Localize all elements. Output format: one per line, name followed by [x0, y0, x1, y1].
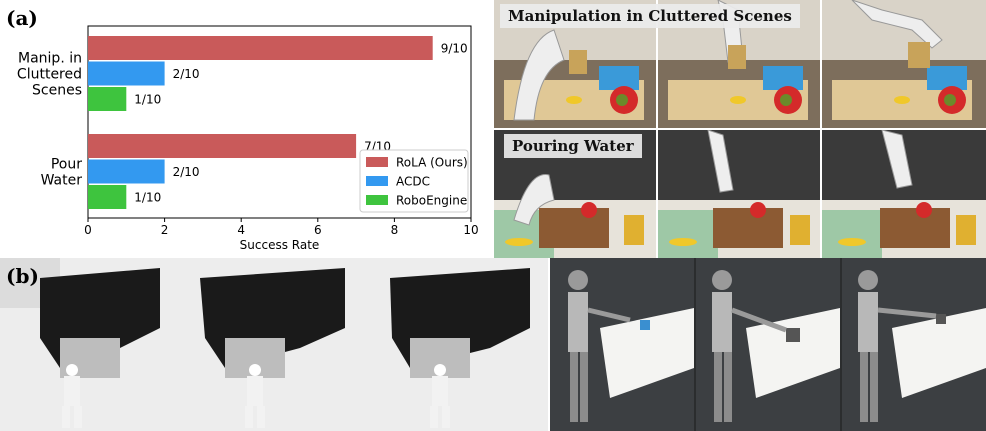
legend-label-0: RoLA (Ours): [396, 156, 468, 170]
photo-pouring-3: [822, 130, 986, 258]
category-label-1-0: Pour: [51, 157, 82, 173]
panel-b-label: (b): [6, 264, 39, 288]
humanoid-photo-3: [842, 258, 986, 431]
pouring-title: Pouring Water: [504, 134, 642, 158]
bar-label-2-1: 1/10: [134, 191, 161, 205]
photo-pouring-2: [658, 130, 820, 258]
sim-render-strip: [0, 258, 548, 431]
bar-2-1: [88, 185, 127, 209]
humanoid-photo-2: [696, 258, 840, 431]
panel-a-label: (a): [6, 6, 38, 30]
category-label-1-1: Water: [41, 173, 83, 189]
x-tick-label-3: 6: [314, 223, 322, 237]
x-tick-label-4: 8: [391, 223, 399, 237]
sim-render-2: [200, 268, 345, 428]
bar-1-0: [88, 61, 165, 86]
bar-label-2-0: 1/10: [134, 93, 161, 107]
bar-1-1: [88, 159, 165, 184]
legend-swatch-0: [366, 157, 388, 167]
plot-frame: [87, 25, 472, 219]
manipulation-title: Manipulation in Cluttered Scenes: [500, 4, 800, 28]
category-label-0-2: Scenes: [32, 83, 82, 99]
x-tick-label-0: 0: [84, 223, 92, 237]
x-axis-label: Success Rate: [240, 238, 320, 252]
sim-render-3: [390, 268, 530, 428]
x-tick-label-1: 2: [161, 223, 169, 237]
x-tick-label-5: 10: [463, 223, 478, 237]
photo-pouring-1: [494, 130, 656, 258]
legend-label-2: RoboEngine: [396, 194, 467, 208]
category-label-0-1: Cluttered: [17, 67, 82, 83]
humanoid-photo-1: [550, 258, 694, 431]
bar-2-0: [88, 87, 127, 111]
bar-label-1-0: 2/10: [173, 67, 200, 81]
category-label-0-0: Manip. in: [18, 51, 82, 67]
arm-photo-grid: Manipulation in Cluttered Scenes Pouring…: [494, 0, 986, 258]
bar-0-0: [88, 36, 433, 60]
bar-label-1-1: 2/10: [173, 165, 200, 179]
x-tick-label-2: 4: [237, 223, 245, 237]
legend-swatch-1: [366, 176, 388, 186]
humanoid-photo-strip: [550, 258, 986, 431]
legend-swatch-2: [366, 195, 388, 205]
photo-cluttered-3: [822, 0, 986, 128]
bar-0-1: [88, 134, 357, 158]
legend-label-1: ACDC: [396, 175, 430, 189]
bar-label-0-0: 9/10: [441, 42, 468, 56]
sim-render-1: [40, 268, 160, 428]
